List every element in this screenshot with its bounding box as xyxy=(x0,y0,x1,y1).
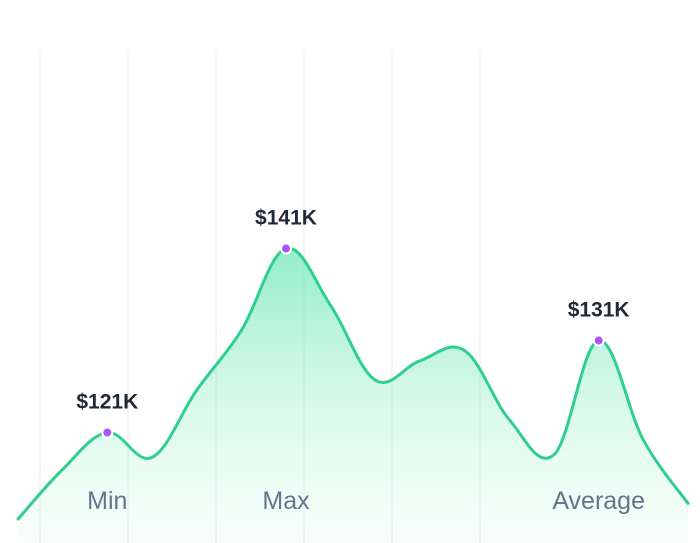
value-label: $121K xyxy=(76,391,138,414)
line xyxy=(16,246,690,521)
area-fill xyxy=(18,248,688,543)
point-marker xyxy=(592,334,605,347)
point-marker xyxy=(280,242,292,255)
background-grid xyxy=(39,50,481,543)
point-marker xyxy=(101,426,114,439)
value-label: $131K xyxy=(568,299,630,322)
x-category-label: Min xyxy=(87,487,127,515)
x-category-label: Average xyxy=(552,487,645,515)
value-label: $141K xyxy=(255,206,317,229)
x-category-label: Max xyxy=(262,487,310,515)
